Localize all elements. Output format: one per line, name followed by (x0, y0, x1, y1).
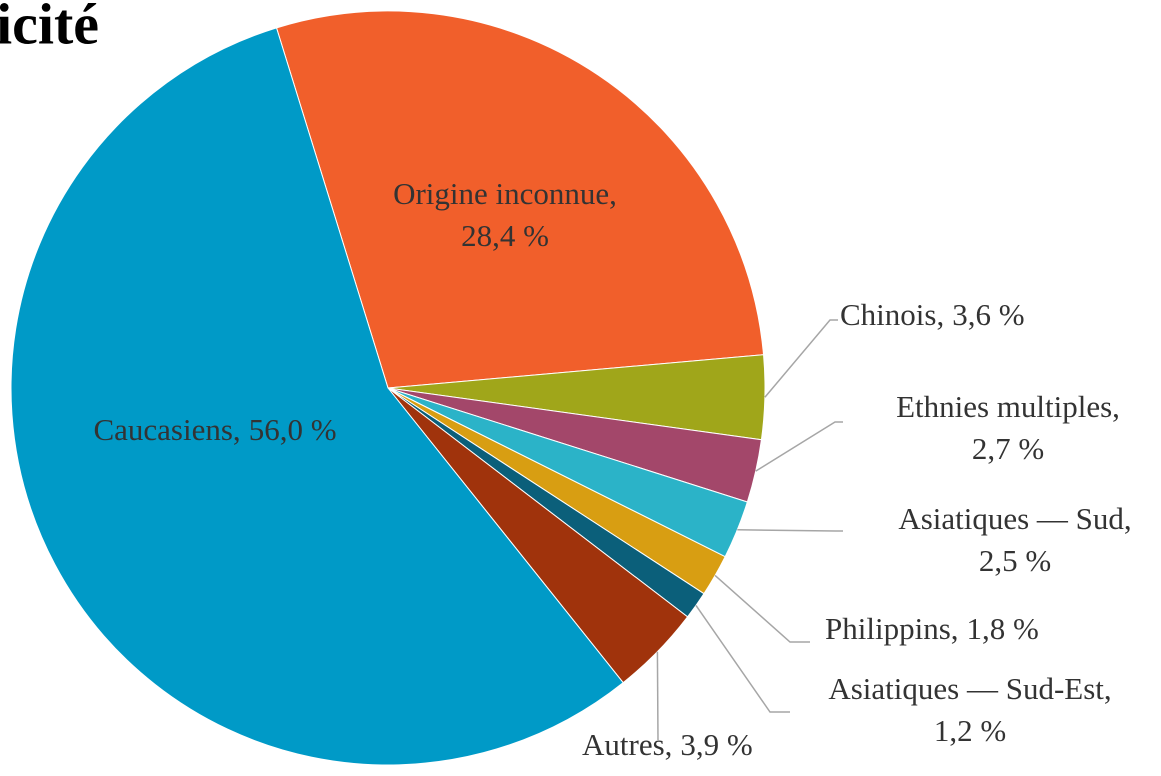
leader-line (695, 604, 790, 713)
leader-line (755, 421, 843, 472)
chart-title: icité (0, 0, 99, 56)
data-label: Origine inconnue, 28,4 % (393, 176, 617, 253)
leader-line (764, 319, 838, 398)
label-value: 2,5 % (979, 543, 1051, 578)
leader-line (737, 529, 843, 532)
data-label: Caucasiens, 56,0 % (93, 412, 336, 447)
label-value: 3,9 % (680, 727, 752, 762)
label-name: Origine inconnue, (393, 176, 617, 211)
data-label: Autres, 3,9 % (582, 727, 753, 762)
label-value: 28,4 % (461, 218, 549, 253)
pie-slice (275, 10, 765, 389)
data-label: Philippins, 1,8 % (825, 611, 1039, 646)
leader-line (656, 651, 659, 741)
data-label: Ethnies multiples, 2,7 % (896, 389, 1120, 466)
label-value: 1,2 % (934, 713, 1006, 748)
label-name: Caucasiens, (93, 412, 240, 447)
data-label: Asiatiques — Sud-Est, 1,2 % (828, 671, 1111, 748)
label-name: Asiatiques — Sud-Est, (828, 671, 1111, 706)
data-label: Chinois, 3,6 % (840, 297, 1025, 332)
label-name: Philippins, (825, 611, 959, 646)
label-name: Ethnies multiples, (896, 389, 1120, 424)
label-value: 1,8 % (967, 611, 1039, 646)
pie-slice (10, 27, 624, 766)
label-value: 56,0 % (249, 412, 337, 447)
label-name: Autres, (582, 727, 672, 762)
label-name: Asiatiques — Sud, (898, 501, 1131, 536)
label-value: 3,6 % (952, 297, 1024, 332)
label-name: Chinois, (840, 297, 944, 332)
leader-line (714, 574, 810, 643)
label-value: 2,7 % (972, 431, 1044, 466)
data-label: Asiatiques — Sud, 2,5 % (898, 501, 1131, 578)
